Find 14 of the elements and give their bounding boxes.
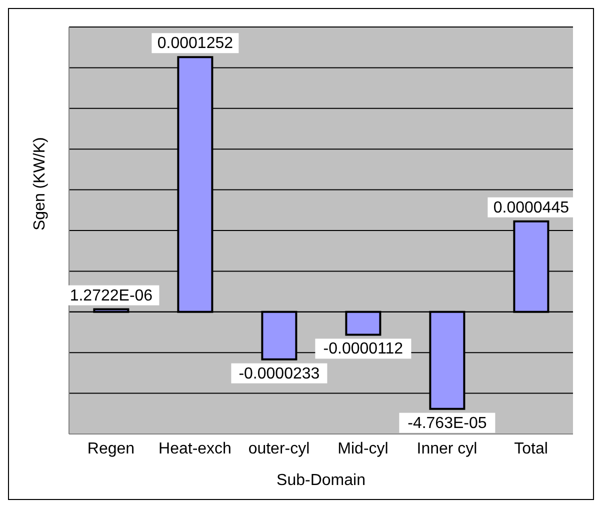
data-label: -4.763E-05 bbox=[408, 414, 487, 432]
x-tick-label: Heat-exch bbox=[158, 440, 232, 458]
x-tick-label: Total bbox=[514, 440, 548, 458]
y-axis-title: Sgen (KW/K) bbox=[32, 137, 49, 230]
x-axis-title: Sub-Domain bbox=[276, 472, 366, 489]
data-label: 1.2722E-06 bbox=[70, 287, 153, 304]
data-label: -0.0000112 bbox=[323, 340, 404, 358]
data-label: -0.0000233 bbox=[238, 365, 320, 382]
x-tick-label: Inner cyl bbox=[416, 440, 478, 458]
x-tick-label: outer-cyl bbox=[248, 440, 310, 458]
data-label: 0.0001252 bbox=[157, 35, 234, 52]
x-tick-label: Regen bbox=[87, 440, 135, 458]
x-tick-label: Mid-cyl bbox=[338, 440, 388, 458]
data-label: 0.0000445 bbox=[493, 199, 570, 216]
